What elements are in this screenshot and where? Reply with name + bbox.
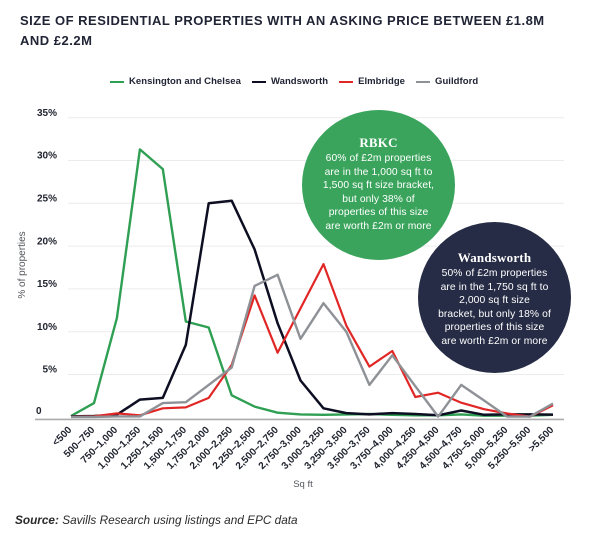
svg-text:10%: 10%: [37, 322, 57, 333]
svg-text:0: 0: [36, 406, 42, 417]
svg-text:25%: 25%: [37, 194, 57, 205]
svg-text:>5,500: >5,500: [527, 424, 557, 454]
svg-text:35%: 35%: [37, 108, 57, 119]
svg-text:% of properties: % of properties: [17, 231, 28, 298]
svg-text:Sq ft: Sq ft: [293, 479, 313, 490]
svg-text:20%: 20%: [37, 236, 57, 247]
svg-text:15%: 15%: [37, 279, 57, 290]
svg-text:30%: 30%: [37, 151, 57, 162]
svg-text:5%: 5%: [43, 365, 58, 376]
